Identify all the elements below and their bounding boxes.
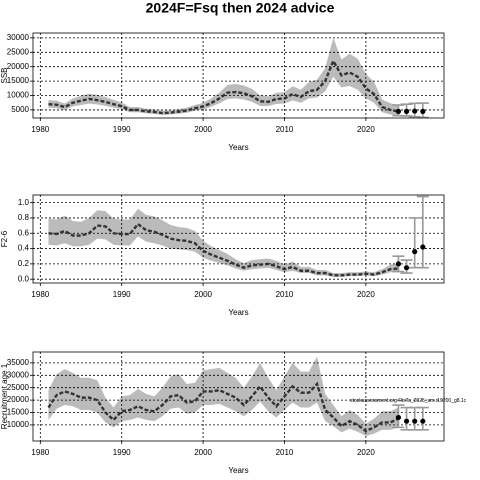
y-tick-label: 25000	[7, 383, 30, 392]
y-tick-label: 5000	[11, 105, 29, 114]
y-tick-label: 10000	[7, 420, 30, 429]
x-tick-label: 2000	[194, 125, 212, 134]
plot-frame	[32, 32, 445, 119]
y-axis-label: Recruitment age 1	[0, 363, 9, 429]
y-tick-label: 20000	[7, 62, 30, 71]
x-tick-label: 1990	[113, 290, 131, 299]
x-tick-label: 2010	[276, 290, 294, 299]
forecast-point	[403, 108, 410, 114]
estimate-line	[48, 222, 399, 277]
x-tick-label: 2000	[194, 290, 212, 299]
y-tick-label: 0.0	[18, 274, 30, 283]
y-tick-label: 0.6	[18, 228, 30, 237]
forecast-point	[403, 265, 410, 271]
confidence-band	[48, 37, 399, 116]
y-tick-label: 1.0	[18, 198, 30, 207]
x-axis-label: Years	[228, 143, 248, 152]
x-tick-label: 2010	[276, 125, 294, 134]
y-tick-label: 0.4	[18, 244, 30, 253]
y-tick-label: 25000	[7, 47, 30, 56]
forecast-point	[412, 108, 418, 114]
y-tick-label: 0.2	[18, 259, 30, 268]
x-tick-label: 1980	[31, 448, 49, 457]
forecast-point	[420, 418, 426, 424]
y-axis-label: F2-6	[0, 230, 9, 247]
forecast-point	[403, 418, 410, 424]
forecast-point	[412, 418, 418, 424]
y-tick-label: 35000	[7, 358, 30, 367]
x-axis-label: Years	[228, 308, 248, 317]
plot-frame	[32, 194, 445, 284]
x-tick-label: 2000	[194, 448, 212, 457]
x-tick-label: 1980	[31, 125, 49, 134]
x-tick-label: 1990	[113, 448, 131, 457]
y-tick-label: 10000	[7, 91, 30, 100]
x-tick-label: 2010	[276, 448, 294, 457]
chart-title: 2024F=Fsq then 2024 advice	[146, 0, 335, 16]
forecast-point	[420, 108, 426, 114]
y-tick-label: 0.8	[18, 213, 30, 222]
forecast-point	[412, 249, 418, 255]
y-tick-label: 15000	[7, 408, 30, 417]
x-tick-label: 2020	[357, 448, 375, 457]
confidence-band	[48, 356, 399, 437]
plot-area	[33, 195, 444, 283]
y-tick-label: 30000	[7, 33, 30, 42]
plot-frame	[32, 351, 445, 442]
x-tick-label: 1990	[113, 125, 131, 134]
forecast-point	[395, 261, 402, 267]
estimate-line	[47, 381, 399, 433]
x-axis-label: Years	[228, 466, 248, 475]
annotation: stockassessment.org RisTa_2025_sm.r19200…	[350, 398, 467, 404]
forecast-point	[395, 108, 402, 114]
forecast-point	[395, 414, 402, 421]
plot-area	[33, 33, 444, 118]
y-tick-label: 20000	[7, 395, 30, 404]
forecast-interval	[416, 195, 429, 269]
estimate-line	[48, 58, 399, 115]
x-tick-label: 2020	[357, 290, 375, 299]
x-tick-label: 2020	[357, 125, 375, 134]
x-tick-label: 1980	[31, 290, 49, 299]
y-tick-label: 15000	[7, 76, 30, 85]
y-tick-label: 30000	[7, 370, 30, 379]
confidence-band	[48, 208, 399, 277]
plot-area	[33, 352, 444, 441]
y-axis-label: SSB	[0, 67, 9, 83]
forecast-point	[420, 244, 426, 250]
